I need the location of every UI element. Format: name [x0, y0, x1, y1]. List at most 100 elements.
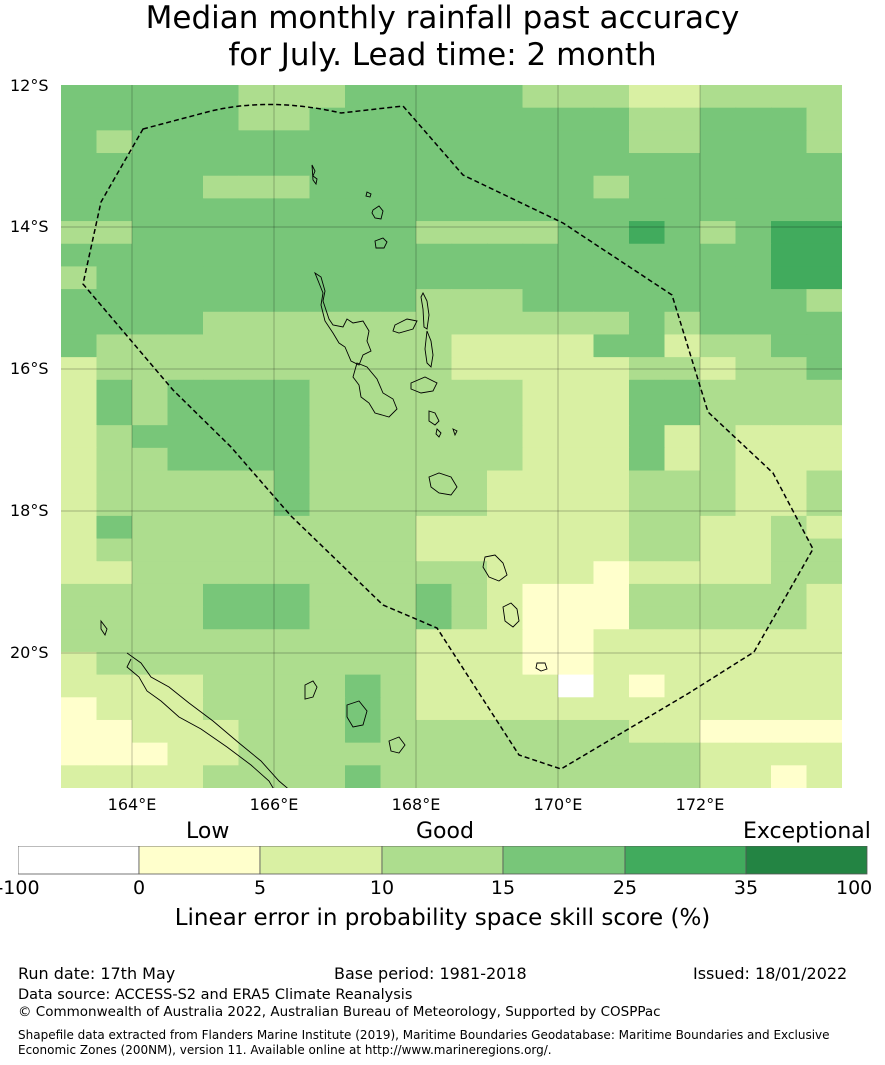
cbar-tick-0: 0: [132, 877, 146, 899]
grid-cell: [416, 198, 453, 222]
grid-cell: [735, 515, 772, 540]
grid-cell: [416, 651, 453, 676]
grid-cell: [700, 379, 737, 404]
shapefile-credit-line-1: Shapefile data extracted from Flanders M…: [18, 1028, 830, 1042]
grid-cell: [558, 402, 595, 426]
grid-cell: [238, 742, 275, 766]
grid-cell: [593, 697, 630, 721]
grid-cell: [487, 243, 524, 268]
grid-cell: [806, 85, 842, 109]
grid-cell: [522, 561, 559, 585]
grid-cell: [593, 447, 630, 472]
grid-cell: [203, 742, 240, 766]
grid-cell: [806, 175, 842, 199]
grid-cell: [664, 107, 701, 131]
grid-cell: [664, 130, 701, 154]
grid-cell: [735, 629, 772, 653]
grid-cell: [735, 606, 772, 630]
grid-cell: [61, 583, 98, 608]
grid-cell: [203, 266, 240, 290]
grid-cell: [238, 357, 275, 381]
grid-cell: [380, 153, 417, 177]
grid-cell: [558, 561, 595, 585]
grid-cell: [806, 153, 842, 177]
grid-cell: [806, 289, 842, 313]
grid-cell: [771, 289, 808, 313]
grid-cell: [203, 311, 240, 336]
grid-cell: [309, 198, 346, 222]
grid-cell: [345, 493, 382, 517]
grid-cell: [806, 674, 842, 698]
grid-cell: [593, 561, 630, 585]
grid-cell: [487, 357, 524, 381]
grid-cell: [735, 561, 772, 585]
grid-cell: [700, 153, 737, 177]
grid-cell: [96, 85, 133, 109]
grid-cell: [167, 289, 204, 313]
grid-cell: [664, 243, 701, 268]
grid-cell: [806, 198, 842, 222]
grid-cell: [61, 357, 98, 381]
grid-cell: [96, 402, 133, 426]
grid-cell: [700, 221, 737, 245]
colorbar-swatch-6: [745, 846, 868, 875]
grid-cell: [380, 674, 417, 698]
grid-cell: [416, 629, 453, 653]
grid-cell: [309, 606, 346, 630]
grid-cell: [132, 175, 169, 199]
grid-cell: [771, 447, 808, 472]
grid-cell: [61, 447, 98, 472]
grid-cell: [132, 334, 169, 358]
map-title: Median monthly rainfall past accuracy fo…: [0, 0, 885, 74]
grid-cell: [664, 674, 701, 698]
grid-cell: [61, 742, 98, 766]
grid-cell: [700, 493, 737, 517]
lon-label-164e: 164°E: [107, 795, 157, 814]
grid-cell: [167, 311, 204, 336]
cbar-tick-minus100: -100: [0, 877, 40, 899]
grid-cell: [380, 85, 417, 109]
grid-cell: [238, 561, 275, 585]
cbar-tick-15: 15: [490, 877, 516, 899]
grid-cell: [735, 153, 772, 177]
grid-cell: [345, 402, 382, 426]
grid-cell: [167, 651, 204, 676]
cbar-tick-25: 25: [612, 877, 638, 899]
grid-cell: [806, 425, 842, 449]
grid-cell: [96, 130, 133, 154]
grid-cell: [132, 606, 169, 630]
grid-cell: [380, 402, 417, 426]
grid-cell: [96, 538, 133, 562]
island-espiritu-santo: [314, 271, 372, 366]
grid-cell: [238, 538, 275, 562]
grid-cell: [558, 606, 595, 630]
grid-cell: [664, 198, 701, 222]
grid-cell: [345, 447, 382, 472]
colorbar-swatch-white: [18, 846, 140, 875]
grid-cell: [735, 470, 772, 494]
grid-cell: [96, 561, 133, 585]
island-loyalty-2: [304, 680, 318, 700]
grid-cell: [451, 629, 488, 653]
grid-cell: [487, 493, 524, 517]
grid-cell: [345, 379, 382, 404]
grid-cell: [203, 107, 240, 131]
grid-cell: [380, 538, 417, 562]
grid-cell: [700, 425, 737, 449]
grid-cell: [380, 289, 417, 313]
grid-cell: [664, 175, 701, 199]
grid-cell: [735, 266, 772, 290]
grid-cell: [203, 357, 240, 381]
grid-cell: [167, 221, 204, 245]
grid-cell: [771, 311, 808, 336]
grid-cell: [558, 266, 595, 290]
grid-cell: [309, 379, 346, 404]
grid-cell: [664, 629, 701, 653]
grid-cell: [309, 651, 346, 676]
grid-cell: [664, 606, 701, 630]
grid-cell: [593, 629, 630, 653]
grid-cell: [274, 515, 311, 540]
grid-cell: [61, 402, 98, 426]
grid-cell: [380, 107, 417, 131]
grid-cell: [593, 674, 630, 698]
